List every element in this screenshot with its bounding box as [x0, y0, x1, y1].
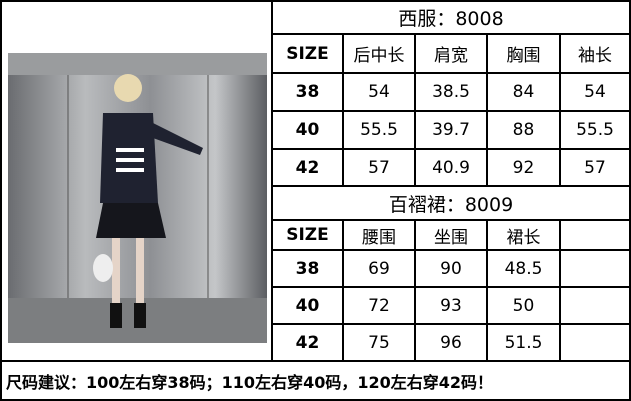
- jacket-table-cell: 57: [584, 158, 606, 178]
- jacket-title: 西服：8008: [398, 8, 504, 30]
- skirt-title: 百褶裙：8009: [388, 193, 514, 216]
- jacket-header-cell: 后中长: [353, 46, 405, 66]
- skirt-table-cell: 69: [368, 258, 390, 279]
- jacket-table-cell: 40: [295, 120, 320, 140]
- divider: [559, 219, 561, 361]
- skirt-table-cell: [561, 251, 629, 286]
- jacket-table-cell: 42: [295, 158, 320, 178]
- divider: [559, 33, 561, 186]
- divider: [271, 110, 631, 112]
- divider: [271, 219, 631, 221]
- jacket-table-cell: 55.5: [360, 120, 398, 140]
- skirt-table-cell: 42: [295, 332, 320, 353]
- divider: [414, 219, 416, 361]
- divider: [271, 33, 631, 35]
- skirt-table-cell: 38: [295, 258, 320, 279]
- divider: [486, 33, 488, 186]
- jacket-table-cell: 38: [295, 82, 320, 102]
- skirt-header-cell: 坐围: [434, 227, 468, 248]
- jacket-table-cell: 54: [368, 82, 390, 102]
- divider: [486, 219, 488, 361]
- divider: [342, 219, 344, 361]
- divider: [271, 72, 631, 74]
- size-recommendation: 尺码建议：100左右穿38码；110左右穿40码，120左右穿42码！: [6, 373, 493, 392]
- divider: [271, 0, 273, 361]
- skirt-table-cell: [561, 288, 629, 323]
- divider: [0, 360, 631, 362]
- jacket-header-cell: SIZE: [286, 43, 329, 64]
- jacket-table-cell: 55.5: [576, 120, 614, 140]
- jacket-header-cell: 袖长: [578, 46, 612, 66]
- jacket-table-cell: 88: [512, 120, 535, 140]
- divider: [271, 249, 631, 251]
- skirt-header-cell: 裙长: [506, 227, 541, 248]
- divider: [271, 323, 631, 325]
- divider: [271, 148, 631, 150]
- jacket-table-cell: 38.5: [432, 82, 470, 102]
- skirt-header-cell: 腰围: [362, 227, 396, 248]
- model-photo: [8, 53, 267, 343]
- skirt-table-cell: 48.5: [504, 258, 543, 279]
- jacket-table-cell: 54: [584, 82, 606, 102]
- skirt-table-cell: 72: [368, 295, 390, 316]
- jacket-header-cell: 肩宽: [434, 46, 468, 66]
- jacket-table-cell: 92: [512, 158, 535, 178]
- skirt-table-cell: 50: [512, 295, 535, 316]
- jacket-table-cell: 57: [368, 158, 390, 178]
- skirt-table-cell: 90: [440, 258, 462, 279]
- skirt-header-cell: SIZE: [286, 225, 329, 245]
- divider: [342, 33, 344, 186]
- divider: [414, 33, 416, 186]
- skirt-table-cell: [561, 325, 629, 360]
- jacket-header-cell: 胸围: [506, 46, 541, 66]
- jacket-table-cell: 39.7: [432, 120, 470, 140]
- skirt-table-cell: 75: [368, 332, 390, 353]
- skirt-table-cell: 96: [440, 332, 462, 353]
- skirt-table-cell: 51.5: [504, 332, 543, 353]
- skirt-table-cell: 40: [295, 295, 320, 316]
- divider: [271, 185, 631, 187]
- jacket-table-cell: 84: [512, 82, 535, 102]
- skirt-table-cell: 93: [440, 295, 462, 316]
- jacket-table-cell: 40.9: [432, 158, 470, 178]
- skirt-header-cell: [561, 221, 629, 249]
- divider: [271, 286, 631, 288]
